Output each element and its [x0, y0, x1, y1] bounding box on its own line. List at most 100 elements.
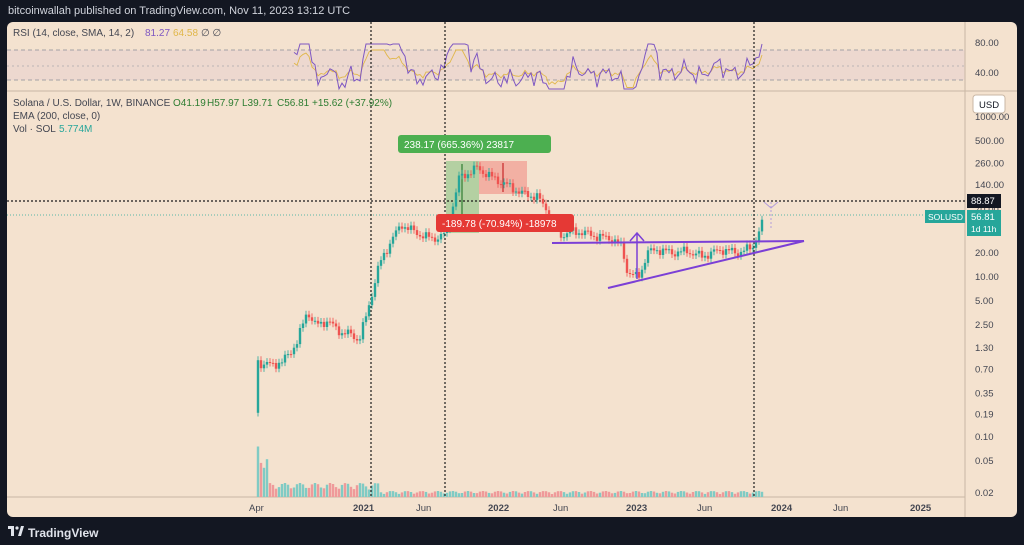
candle-body	[643, 262, 647, 270]
candle-body	[712, 249, 716, 252]
candle-body	[724, 249, 728, 255]
candle-body	[721, 250, 725, 255]
candle-body	[292, 347, 296, 355]
candle-body	[541, 198, 545, 204]
volume-bar	[274, 488, 278, 497]
volume-bar	[352, 489, 356, 497]
candle-body	[523, 190, 527, 192]
volume-bar	[439, 491, 443, 497]
volume-bar	[652, 491, 656, 497]
price-chart[interactable]: RSI (14, close, SMA, 14, 2) 81.27 64.58 …	[7, 22, 1017, 517]
volume-bar	[712, 491, 716, 497]
candle-body	[331, 321, 335, 324]
candle-body	[613, 239, 617, 243]
volume-bar	[640, 493, 644, 497]
chart-panel[interactable]: RSI (14, close, SMA, 14, 2) 81.27 64.58 …	[7, 22, 1017, 517]
candle-body	[559, 228, 563, 238]
volume-bar	[511, 491, 515, 497]
candle-body	[283, 354, 287, 363]
volume-bar	[451, 491, 455, 497]
volume-bar	[325, 484, 329, 497]
volume-bar	[715, 492, 719, 497]
candle-body	[268, 362, 272, 363]
price-axis[interactable]: 1000.00500.00260.00140.0070.0040.0020.00…	[975, 112, 1009, 499]
time-axis-label: 2025	[910, 503, 932, 514]
volume-bar	[670, 492, 674, 497]
candle-body	[301, 323, 305, 328]
volume-bar	[370, 485, 374, 497]
volume-bar	[418, 491, 422, 497]
candle-body	[694, 253, 698, 256]
last-price-tag	[967, 210, 1001, 236]
candle-body	[499, 184, 503, 186]
time-axis[interactable]: Apr 2021 Jun 2022 Jun 2023 Jun 2024 Jun 2025	[249, 503, 932, 514]
publisher-text: bitcoinwallah published on TradingView.c…	[8, 5, 351, 17]
candle-body	[679, 251, 683, 253]
volume-bar	[265, 459, 269, 497]
volume-bar	[409, 492, 413, 497]
volume-bar	[304, 487, 308, 497]
volume-bar	[286, 484, 290, 497]
volume-bar	[271, 484, 275, 497]
rsi-value: 81.27	[145, 28, 170, 39]
volume-bar	[427, 493, 431, 497]
candle-body	[316, 320, 320, 324]
volume-bar	[724, 491, 728, 497]
volume-bar	[397, 493, 401, 497]
volume-bar	[346, 483, 350, 497]
price-axis-label: 20.00	[975, 248, 999, 259]
candle-body	[367, 305, 371, 317]
volume-bar	[691, 492, 695, 497]
volume-bar	[262, 467, 266, 497]
candle-body	[418, 235, 422, 237]
volume-bar	[475, 493, 479, 497]
triangle-lower-line[interactable]	[607, 240, 805, 289]
candle-body	[274, 363, 278, 369]
currency-button[interactable]	[972, 94, 1006, 114]
time-axis-label: 2024	[771, 503, 793, 514]
candle-layer	[256, 161, 764, 417]
legend-close: C56.81	[277, 98, 310, 109]
candle-body	[406, 227, 410, 230]
candle-body	[409, 225, 413, 230]
horizontal-level-value: 88.87	[971, 196, 995, 207]
candle-body	[304, 314, 308, 324]
candle-body	[505, 182, 509, 184]
volume-bar	[634, 491, 638, 497]
candle-body	[277, 362, 281, 369]
candle-body	[379, 260, 383, 266]
volume-bar	[382, 493, 386, 497]
candle-body	[748, 244, 752, 250]
candle-body	[736, 253, 740, 257]
volume-bar	[478, 491, 482, 497]
volume-bar	[361, 483, 365, 497]
volume-bar	[637, 491, 641, 497]
candle-body	[493, 176, 497, 178]
rsi-extra: ∅ ∅	[201, 28, 221, 39]
volume-bar	[622, 491, 626, 497]
volume-bar	[544, 491, 548, 497]
rsi-band	[7, 50, 965, 80]
bottom-bar: TradingView	[0, 517, 1024, 545]
candle-body	[430, 236, 434, 238]
candle-body	[646, 250, 650, 263]
volume-bar	[547, 492, 551, 497]
triangle-upper-line[interactable]	[551, 240, 805, 244]
volume-bar	[334, 487, 338, 497]
candle-body	[595, 236, 599, 241]
volume-bar	[562, 492, 566, 497]
rsi-sma-value: 64.58	[173, 28, 198, 39]
candle-body	[391, 236, 395, 244]
legend-change: +15.62 (+37.92%)	[312, 98, 392, 109]
volume-bar	[679, 491, 683, 497]
candle-body	[607, 235, 611, 241]
candle-body	[433, 237, 437, 242]
volume-bar	[421, 491, 425, 497]
volume-bar	[415, 492, 419, 497]
time-axis-label: Jun	[553, 503, 568, 514]
volume-bar	[739, 491, 743, 497]
candle-body	[664, 248, 668, 251]
volume-bar	[709, 491, 713, 497]
time-axis-label: 2022	[488, 503, 509, 514]
